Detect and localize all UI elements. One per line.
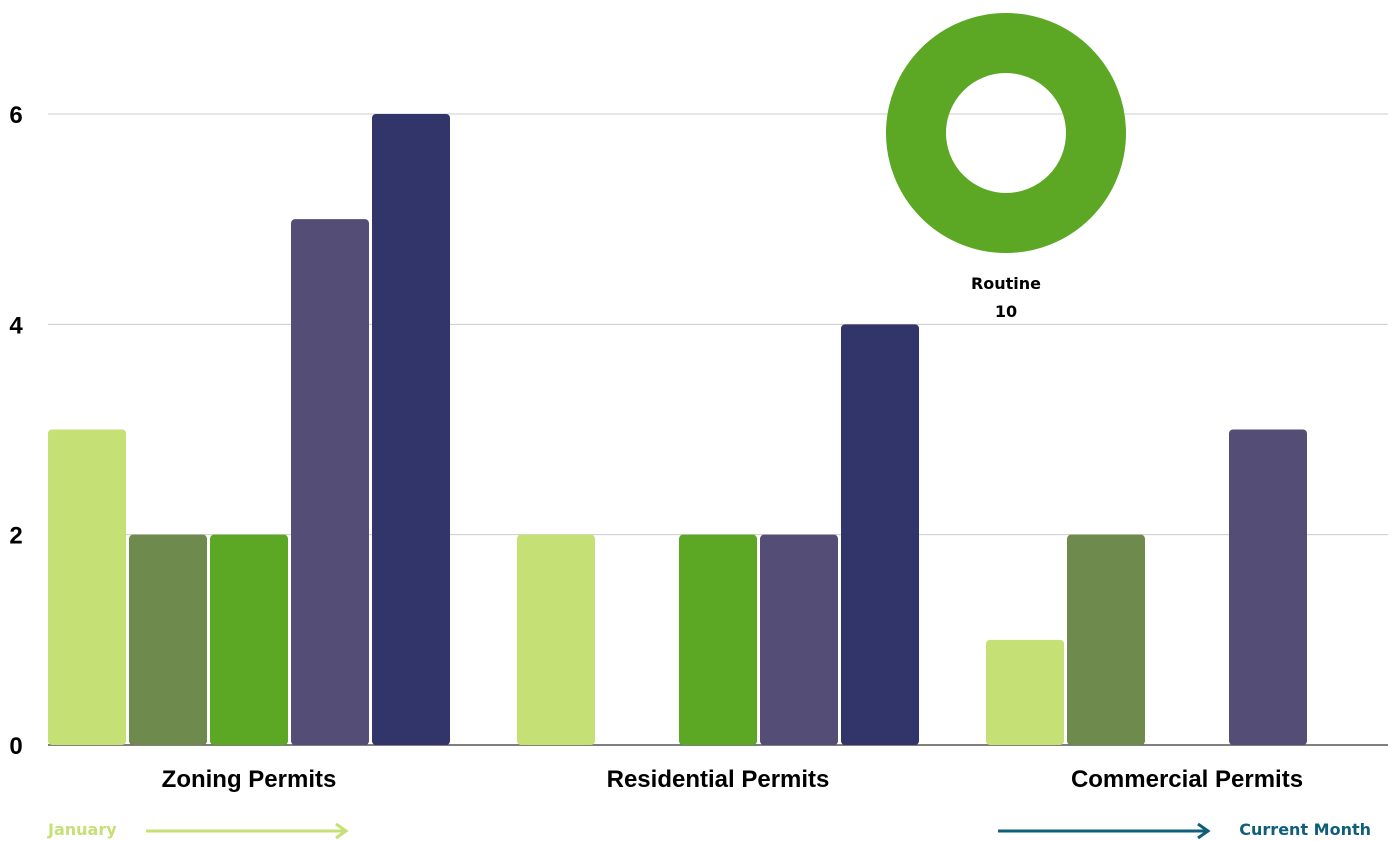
category-label: Zoning Permits — [162, 766, 337, 793]
category-label: Residential Permits — [607, 766, 830, 793]
bar-residential-permits-3 — [679, 534, 757, 745]
legend-start-label: January — [48, 820, 117, 839]
donut-chart: Routine 10 — [886, 13, 1126, 321]
bar-zoning-permits-5 — [372, 114, 450, 745]
y-tick-label: 2 — [9, 523, 22, 550]
x-axis: Zoning Permits Residential Permits Commerc… — [162, 766, 1303, 793]
legend-end-label: Current Month — [1239, 820, 1371, 839]
bar-zoning-permits-4 — [291, 219, 369, 745]
bar-commercial-permits-1 — [986, 639, 1064, 745]
bar-residential-permits-1 — [517, 534, 595, 745]
bar-commercial-permits-2 — [1067, 534, 1145, 745]
donut-slice-value: 10 — [995, 302, 1017, 321]
y-tick-label: 0 — [9, 733, 22, 760]
bar-residential-permits-4 — [760, 534, 838, 745]
y-tick-label: 4 — [9, 312, 23, 339]
y-tick-label: 6 — [9, 102, 22, 129]
arrow-right-icon — [146, 822, 349, 840]
y-axis: 0 2 4 6 — [9, 102, 23, 760]
bar-zoning-permits-1 — [48, 429, 126, 745]
bars — [48, 114, 1307, 745]
bar-zoning-permits-3 — [210, 534, 288, 745]
arrow-right-icon — [998, 822, 1211, 840]
bar-commercial-permits-4 — [1229, 429, 1307, 745]
category-label: Commercial Permits — [1071, 766, 1303, 793]
donut-slice-label: Routine — [971, 274, 1041, 293]
bar-residential-permits-5 — [841, 324, 919, 745]
bar-zoning-permits-2 — [129, 534, 207, 745]
donut-slice-routine — [886, 13, 1126, 253]
